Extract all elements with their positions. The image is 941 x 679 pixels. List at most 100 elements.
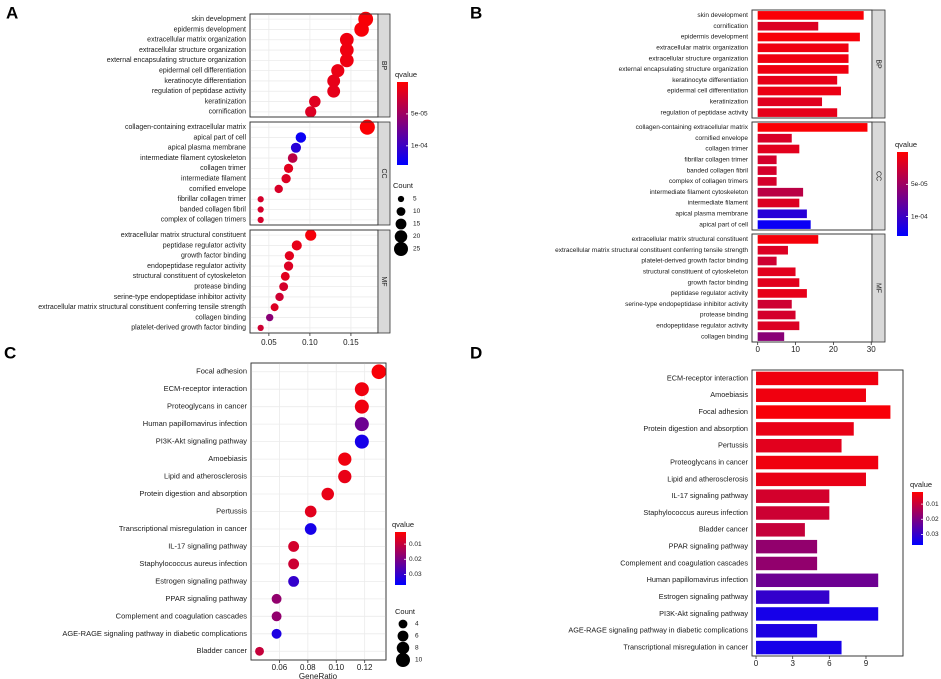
panel-letter: B	[470, 3, 482, 22]
panel-letter: A	[6, 3, 18, 22]
bar	[757, 75, 838, 85]
bar	[757, 65, 849, 74]
dot	[281, 174, 291, 184]
y-tick-label: cornification	[713, 23, 748, 30]
y-tick-label: epidermis development	[174, 26, 246, 33]
y-tick-label: collagen trimer	[200, 165, 247, 172]
x-tick-label: 3	[790, 659, 795, 668]
facet-strip	[871, 233, 886, 343]
x-tick-label: 0.06	[272, 663, 288, 672]
dot	[288, 575, 300, 587]
bar	[756, 455, 879, 470]
y-tick-label: cornified envelope	[189, 186, 246, 193]
y-tick-label: extracellular matrix structural constitu…	[632, 236, 749, 243]
dot	[257, 324, 264, 331]
y-tick-label: protease binding	[700, 312, 748, 319]
y-tick-label: collagen binding	[195, 314, 246, 321]
y-tick-label: structural constituent of cytoskeleton	[133, 273, 246, 280]
dot	[291, 240, 302, 251]
y-tick-label: epidermis development	[681, 34, 748, 41]
size-legend-dot	[396, 207, 406, 216]
bar	[757, 11, 864, 20]
x-tick-label: 9	[864, 659, 869, 668]
y-tick-label: apical part of cell	[193, 134, 246, 141]
x-tick-label: 0.10	[328, 663, 344, 672]
bar	[757, 289, 807, 298]
y-tick-label: regulation of peptidase activity	[152, 88, 247, 95]
bar	[757, 278, 800, 287]
y-tick-label: complex of collagen trimers	[669, 178, 749, 185]
bar	[756, 590, 830, 604]
bar	[757, 144, 800, 154]
y-tick-label: Human papillomavirus infection	[143, 419, 247, 428]
bar	[756, 422, 854, 436]
bar	[757, 235, 819, 244]
bar	[756, 438, 842, 453]
dot	[305, 106, 317, 118]
colorbar-tick-label: 1e-04	[411, 143, 428, 150]
bar	[757, 155, 777, 165]
x-tick-label: 0	[755, 345, 760, 354]
colorbar-tick-label: 0.02	[409, 556, 422, 563]
dot	[359, 119, 375, 135]
y-tick-label: extracellular matrix structural constitu…	[555, 247, 748, 254]
x-tick-label: 0	[754, 659, 759, 668]
colorbar-tick-label: 0.01	[926, 501, 939, 508]
y-tick-label: ECM-receptor interaction	[164, 384, 247, 393]
plot-border	[250, 362, 387, 661]
panel: C Focal adhesion ECM-receptor interaction P…	[4, 343, 423, 679]
bar	[757, 310, 796, 320]
y-tick-label: collagen-containing extracellular matrix	[125, 124, 247, 131]
y-tick-label: keratinocyte differentiation	[164, 78, 246, 85]
dot	[287, 153, 298, 163]
colorbar	[395, 532, 406, 585]
panel-letter: C	[4, 343, 16, 362]
size-legend-label: 6	[415, 633, 419, 640]
y-tick-label: extracellular matrix organization	[147, 37, 246, 44]
bar	[757, 267, 796, 277]
y-tick-label: AGE-RAGE signaling pathway in diabetic c…	[568, 626, 748, 635]
y-tick-label: PPAR signaling pathway	[165, 594, 247, 603]
bar	[756, 489, 830, 503]
y-tick-label: serine-type endopeptidase inhibitor acti…	[625, 301, 749, 308]
y-tick-label: skin development	[697, 12, 748, 19]
dot	[271, 611, 282, 622]
dot	[275, 292, 284, 302]
y-tick-label: growth factor binding	[688, 279, 749, 286]
y-tick-label: Proteoglycans in cancer	[670, 457, 748, 466]
bar	[757, 21, 819, 31]
bar	[757, 209, 807, 219]
y-tick-label: epidermal cell differentiation	[667, 88, 748, 95]
plot-border	[751, 369, 904, 657]
dot	[354, 417, 369, 432]
bar	[756, 640, 842, 655]
size-legend-dot	[397, 630, 409, 642]
legend-title: Count	[393, 181, 414, 190]
y-tick-label: Complement and coagulation cascades	[116, 611, 248, 620]
y-tick-label: collagen binding	[701, 333, 748, 340]
bar	[756, 523, 805, 537]
x-tick-label: 10	[791, 345, 800, 354]
y-tick-label: endopeptidase regulator activity	[656, 323, 749, 330]
size-legend-dot	[398, 619, 408, 629]
y-tick-label: complex of collagen trimers	[161, 217, 247, 224]
y-tick-label: intermediate filament cytoskeleton	[650, 189, 749, 196]
dot	[265, 313, 274, 322]
bar	[756, 388, 866, 402]
dot	[283, 163, 294, 173]
y-tick-label: banded collagen fibril	[687, 167, 749, 174]
y-tick-label: Lipid and atherosclerosis	[667, 474, 748, 483]
size-legend-label: 20	[413, 233, 421, 240]
y-tick-label: Amoebiasis	[208, 454, 247, 463]
size-legend-dot	[396, 653, 410, 667]
x-axis-title: GeneRatio	[299, 672, 338, 679]
y-tick-label: Transcriptional misregulation in cancer	[623, 643, 748, 652]
bar	[756, 506, 830, 520]
dot	[270, 303, 279, 312]
y-tick-label: AGE-RAGE signaling pathway in diabetic c…	[62, 629, 247, 638]
y-tick-label: PI3K-Akt signaling pathway	[659, 609, 748, 618]
y-tick-label: Human papillomavirus infection	[647, 575, 748, 584]
bar	[757, 256, 777, 266]
